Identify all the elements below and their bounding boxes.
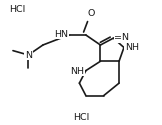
Text: HCl: HCl — [73, 113, 89, 122]
Text: HCl: HCl — [9, 6, 25, 15]
Text: O: O — [88, 9, 95, 18]
Text: NH: NH — [71, 66, 85, 76]
Text: =N: =N — [114, 33, 129, 42]
Text: NH: NH — [125, 43, 139, 52]
Text: N: N — [25, 50, 32, 59]
Text: HN: HN — [55, 30, 69, 39]
